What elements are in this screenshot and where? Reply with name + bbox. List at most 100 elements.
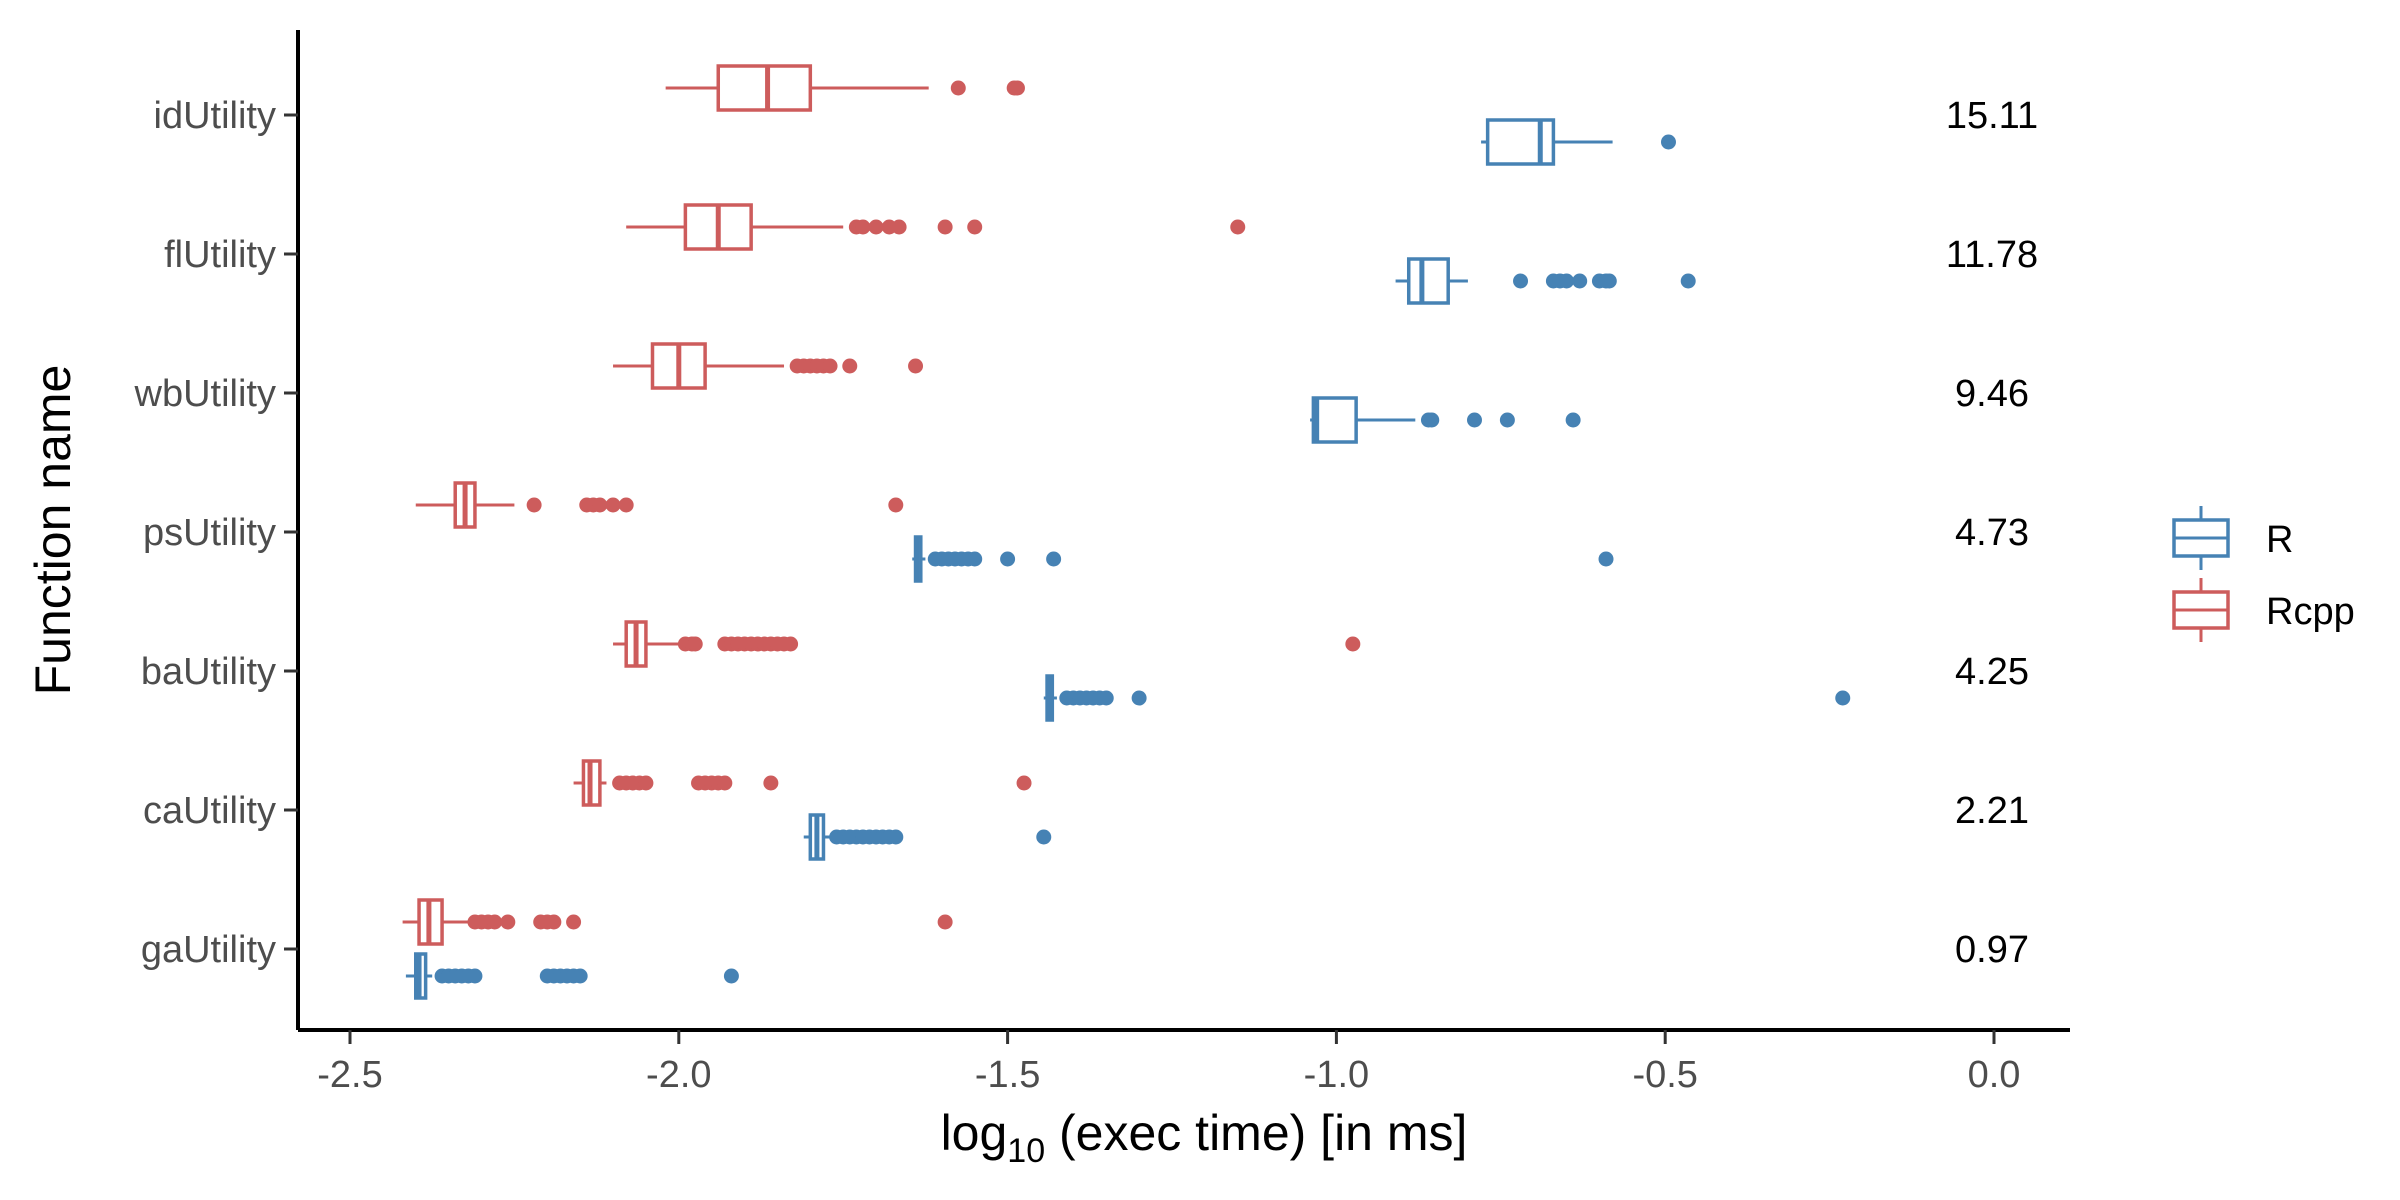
outlier-point bbox=[950, 80, 966, 96]
outlier-point bbox=[1230, 219, 1246, 235]
ratio-labels: 15.11 11.78 9.46 4.73 4.25 2.21 0.97 bbox=[1946, 95, 2038, 971]
outlier-point bbox=[891, 219, 907, 235]
x-axis-title: log10 (exec time) [in ms] bbox=[941, 1105, 1468, 1170]
outlier-point bbox=[687, 636, 703, 652]
outlier-point bbox=[1009, 80, 1025, 96]
outlier-point bbox=[467, 968, 483, 984]
outlier-point bbox=[1835, 690, 1851, 706]
y-axis-ticks: idUtility flUtility wbUtility psUtility baUt… bbox=[134, 95, 298, 971]
outlier-point bbox=[967, 551, 983, 567]
outlier-point bbox=[1559, 273, 1575, 289]
box-rcpp-wbUtility bbox=[613, 342, 924, 390]
legend-label: R bbox=[2266, 519, 2293, 561]
outlier-point bbox=[1513, 273, 1529, 289]
box-rcpp-idUtility bbox=[665, 64, 1025, 112]
x-tick-label: -2.5 bbox=[317, 1054, 382, 1096]
outlier-point bbox=[500, 914, 516, 930]
outlier-point bbox=[1572, 273, 1588, 289]
box-body bbox=[1406, 257, 1450, 305]
plot-area bbox=[402, 64, 1851, 1000]
outlier-point bbox=[1000, 551, 1016, 567]
outlier-point bbox=[1345, 636, 1361, 652]
box-r-caUtility bbox=[803, 813, 1052, 861]
outlier-point bbox=[937, 219, 953, 235]
outlier-point bbox=[1131, 690, 1147, 706]
outlier-point bbox=[1601, 273, 1617, 289]
y-tick-label: flUtility bbox=[164, 234, 276, 276]
box-r-gaUtility bbox=[405, 952, 739, 1000]
ratio-label: 4.73 bbox=[1955, 512, 2029, 554]
ratio-label: 2.21 bbox=[1955, 790, 2029, 832]
outlier-point bbox=[1016, 775, 1032, 791]
legend-item-rcpp: Rcpp bbox=[2172, 578, 2355, 642]
outlier-point bbox=[888, 497, 904, 513]
outlier-point bbox=[1598, 551, 1614, 567]
y-tick-label: wbUtility bbox=[134, 373, 276, 415]
legend: R Rcpp bbox=[2172, 506, 2355, 642]
x-axis-ticks: -2.5 -2.0 -1.5 -1.0 -0.5 0.0 bbox=[317, 1030, 2020, 1096]
outlier-point bbox=[1565, 412, 1581, 428]
outlier-point bbox=[526, 497, 542, 513]
outlier-point bbox=[566, 914, 582, 930]
outlier-point bbox=[717, 775, 733, 791]
y-axis-title: Function name bbox=[25, 365, 81, 696]
ratio-label: 15.11 bbox=[1946, 95, 2038, 137]
y-tick-label: baUtility bbox=[141, 651, 276, 693]
outlier-point bbox=[868, 219, 884, 235]
legend-item-r: R bbox=[2172, 506, 2293, 570]
outlier-point bbox=[605, 497, 621, 513]
outlier-point bbox=[1046, 551, 1062, 567]
outlier-point bbox=[855, 219, 871, 235]
box-rcpp-psUtility bbox=[415, 481, 904, 529]
outlier-point bbox=[546, 914, 562, 930]
x-tick-label: 0.0 bbox=[1968, 1054, 2021, 1096]
outlier-point bbox=[937, 914, 953, 930]
outlier-point bbox=[908, 358, 924, 374]
axes: -2.5 -2.0 -1.5 -1.0 -0.5 0.0 idUtility flUtili… bbox=[134, 30, 2070, 1096]
outlier-point bbox=[723, 968, 739, 984]
box-body bbox=[1311, 396, 1358, 444]
y-tick-label: gaUtility bbox=[141, 929, 276, 971]
outlier-point bbox=[888, 829, 904, 845]
outlier-point bbox=[1036, 829, 1052, 845]
x-tick-label: -2.0 bbox=[646, 1054, 711, 1096]
y-tick-label: psUtility bbox=[143, 512, 276, 554]
box-r-flUtility bbox=[1395, 257, 1696, 305]
outlier-point bbox=[842, 358, 858, 374]
outlier-point bbox=[1098, 690, 1114, 706]
box-rcpp-baUtility bbox=[613, 620, 1361, 668]
ratio-label: 9.46 bbox=[1955, 373, 2029, 415]
x-tick-label: -1.5 bbox=[975, 1054, 1040, 1096]
y-tick-label: idUtility bbox=[154, 95, 276, 137]
ratio-label: 0.97 bbox=[1955, 929, 2029, 971]
box-rcpp-flUtility bbox=[626, 203, 1246, 251]
box-body bbox=[1485, 118, 1556, 166]
outlier-point bbox=[1466, 412, 1482, 428]
box-r-wbUtility bbox=[1310, 396, 1581, 444]
box-rcpp-caUtility bbox=[573, 759, 1032, 807]
box-r-psUtility bbox=[912, 535, 1614, 583]
outlier-point bbox=[783, 636, 799, 652]
legend-label: Rcpp bbox=[2266, 591, 2355, 633]
outlier-point bbox=[638, 775, 654, 791]
outlier-point bbox=[592, 497, 608, 513]
outlier-point bbox=[822, 358, 838, 374]
ratio-label: 11.78 bbox=[1946, 234, 2038, 276]
y-tick-label: caUtility bbox=[143, 790, 276, 832]
outlier-point bbox=[967, 219, 983, 235]
outlier-point bbox=[1499, 412, 1515, 428]
box-r-idUtility bbox=[1481, 118, 1676, 166]
outlier-point bbox=[618, 497, 634, 513]
box-rcpp-gaUtility bbox=[402, 898, 953, 946]
x-tick-label: -0.5 bbox=[1632, 1054, 1697, 1096]
x-tick-label: -1.0 bbox=[1304, 1054, 1369, 1096]
outlier-point bbox=[763, 775, 779, 791]
ratio-label: 4.25 bbox=[1955, 651, 2029, 693]
box-body bbox=[716, 64, 813, 112]
outlier-point bbox=[1680, 273, 1696, 289]
outlier-point bbox=[572, 968, 588, 984]
outlier-point bbox=[1424, 412, 1440, 428]
outlier-point bbox=[1660, 134, 1676, 150]
outlier-point bbox=[487, 914, 503, 930]
